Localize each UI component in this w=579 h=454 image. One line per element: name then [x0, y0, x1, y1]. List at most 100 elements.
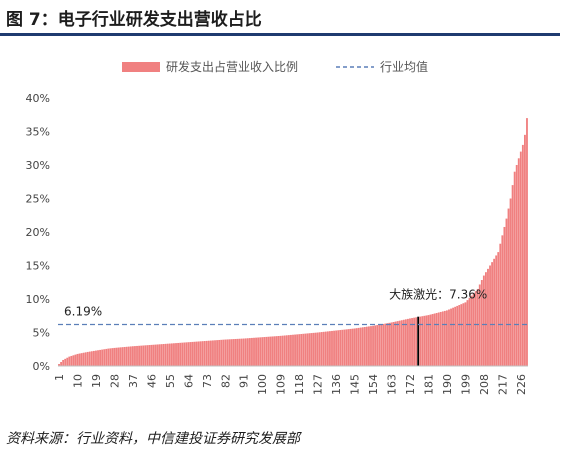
x-tick-label: 10 [72, 374, 85, 388]
bar [304, 333, 307, 366]
x-tick-label: 127 [312, 374, 325, 395]
bar [335, 330, 338, 366]
title-bar: 图 7：电子行业研发支出营收占比 [0, 0, 579, 36]
x-tick-label: 181 [422, 374, 435, 395]
bar [378, 324, 381, 366]
bar [275, 336, 278, 366]
bar [183, 342, 186, 366]
bar [326, 331, 329, 366]
bar [450, 308, 452, 366]
bar [62, 359, 65, 366]
bar [283, 335, 286, 366]
bar [177, 342, 179, 366]
bar [203, 341, 206, 366]
bar [419, 316, 422, 366]
bar [357, 327, 360, 366]
y-axis: 0% 5% 10% 15% 20% 25% 30% 35% 40% [26, 92, 50, 373]
bar [242, 338, 245, 366]
bar [70, 355, 73, 366]
bar [207, 340, 210, 366]
bar [170, 343, 173, 366]
bar [509, 198, 512, 366]
bar [409, 318, 411, 366]
bar [339, 330, 342, 366]
bar [454, 306, 457, 366]
bar [281, 335, 284, 366]
bar [388, 322, 391, 366]
bar [333, 330, 335, 366]
bar [121, 347, 124, 366]
bar [238, 338, 241, 366]
y-tick-label: 15% [26, 260, 50, 273]
bar [396, 321, 399, 366]
bar [402, 319, 405, 366]
legend-bar-swatch [122, 62, 160, 72]
x-tick-label: 208 [478, 374, 491, 395]
bar [101, 349, 104, 366]
bar [164, 343, 167, 366]
bar [448, 309, 450, 366]
legend: 研发支出占营业收入比例 行业均值 [122, 59, 428, 74]
bar [226, 339, 229, 366]
bar [345, 329, 348, 366]
bar [64, 358, 67, 366]
bar [84, 352, 87, 366]
y-tick-label: 0% [33, 360, 50, 373]
bar [267, 336, 270, 366]
bar [253, 337, 255, 366]
bar [411, 318, 413, 366]
bar [224, 339, 227, 366]
bar [294, 334, 296, 366]
bar [248, 338, 251, 366]
bar [298, 334, 301, 366]
x-tick-label: 64 [182, 374, 195, 388]
bar [394, 321, 397, 366]
bar [175, 343, 177, 366]
x-tick-label: 172 [404, 374, 417, 395]
source-note: 资料来源：行业资料，中信建投证券研究发展部 [6, 431, 300, 447]
x-tick-label: 109 [275, 374, 288, 395]
bar [105, 348, 108, 366]
bar [300, 333, 303, 366]
bar [441, 311, 444, 366]
bar [482, 275, 485, 366]
bar [515, 165, 518, 366]
bar [439, 311, 442, 366]
legend-line-label: 行业均值 [380, 59, 428, 74]
y-tick-label: 30% [26, 159, 50, 172]
bar [308, 333, 311, 366]
bar [310, 333, 313, 366]
bar [131, 346, 134, 366]
bar [368, 326, 370, 366]
bar [478, 284, 481, 366]
bar [152, 344, 155, 366]
bar [476, 288, 479, 366]
x-tick-label: 55 [164, 374, 177, 388]
x-tick-label: 73 [201, 374, 214, 388]
bar [222, 339, 225, 366]
bar [216, 340, 218, 366]
bar [306, 333, 309, 366]
bar [214, 340, 216, 366]
bar [499, 243, 502, 366]
bar [452, 307, 455, 366]
bar [201, 341, 204, 366]
x-tick-label: 118 [293, 374, 306, 395]
bar [166, 343, 169, 366]
bar [365, 326, 368, 366]
mean-line-group: 6.19% [58, 305, 528, 326]
bar [232, 339, 235, 366]
bar [423, 315, 426, 366]
bar [58, 363, 60, 366]
bar [285, 335, 288, 366]
bar [415, 317, 418, 366]
bar [431, 314, 434, 366]
bar [181, 342, 184, 366]
bar [446, 310, 448, 366]
bar [322, 331, 325, 366]
bar [290, 334, 292, 366]
bar [257, 337, 260, 366]
x-tick-label: 190 [441, 374, 454, 395]
bar [136, 345, 138, 366]
bar [234, 338, 237, 366]
